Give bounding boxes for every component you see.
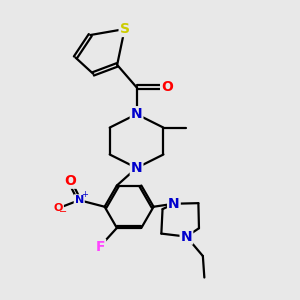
Text: N: N [131, 161, 142, 175]
Text: F: F [96, 240, 105, 254]
Text: N: N [131, 107, 142, 121]
Text: O: O [161, 80, 173, 94]
Text: N: N [75, 195, 84, 205]
Text: O: O [64, 174, 76, 188]
Text: +: + [81, 190, 88, 199]
Text: O: O [54, 202, 63, 213]
Text: −: − [59, 207, 68, 217]
Text: S: S [120, 22, 130, 36]
Text: N: N [168, 197, 180, 211]
Text: N: N [181, 230, 192, 244]
